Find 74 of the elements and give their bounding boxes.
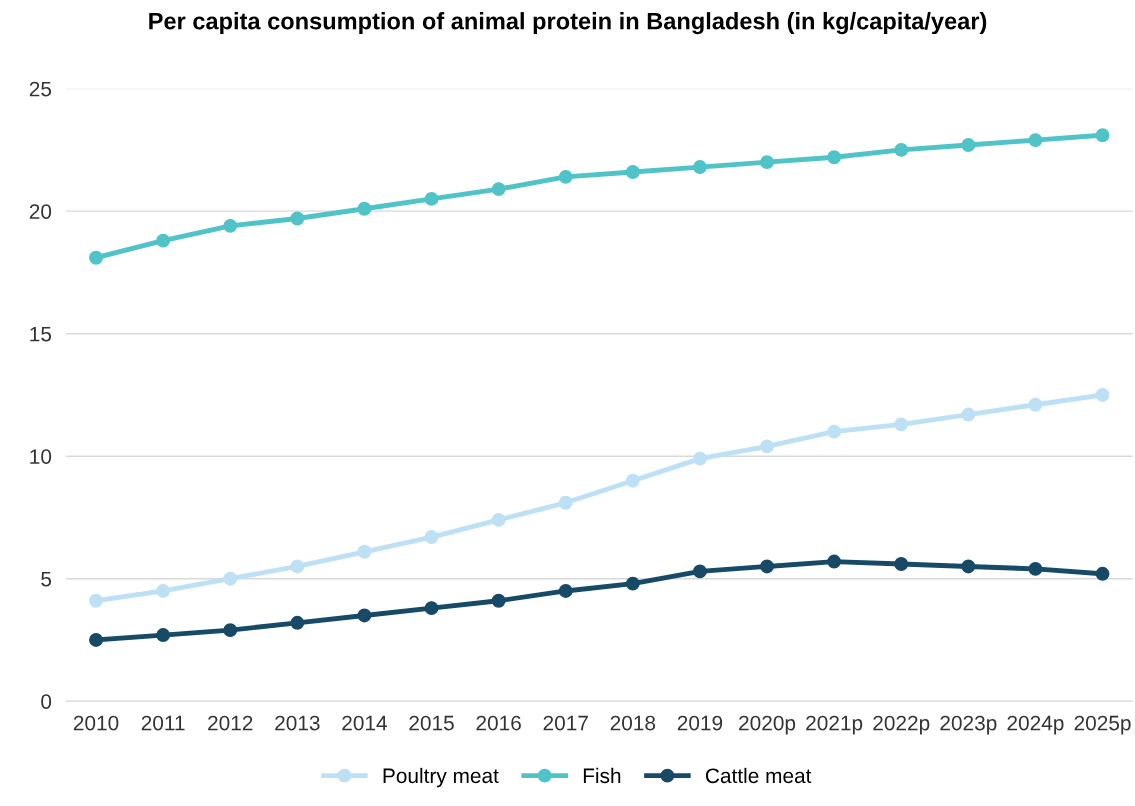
point bbox=[357, 544, 372, 559]
point bbox=[290, 615, 305, 630]
point bbox=[827, 424, 842, 439]
y-tick-label: 0 bbox=[41, 694, 52, 709]
point bbox=[1095, 566, 1110, 581]
point bbox=[961, 559, 976, 574]
point bbox=[894, 557, 909, 571]
point bbox=[89, 633, 103, 647]
legend-label: Poultry meat bbox=[383, 767, 499, 788]
point bbox=[692, 564, 707, 579]
x-tick-label: 2015 bbox=[409, 715, 454, 731]
point bbox=[558, 169, 573, 184]
point bbox=[424, 601, 439, 616]
point bbox=[827, 150, 842, 165]
point bbox=[491, 182, 506, 197]
point bbox=[156, 628, 171, 643]
legend-label: Fish bbox=[583, 767, 621, 784]
point bbox=[223, 571, 238, 586]
point bbox=[625, 576, 640, 591]
x-tick-label: 2021p bbox=[806, 715, 863, 735]
chart-title: Per capita consumption of animal protein in Bangladesh (in kg/capita/year) bbox=[149, 12, 987, 35]
x-tick-label: 2025p bbox=[1074, 715, 1131, 735]
y-tick-label: 20 bbox=[29, 204, 52, 219]
point bbox=[894, 417, 909, 432]
point bbox=[357, 201, 372, 216]
x-tick-label: 2011 bbox=[141, 715, 185, 731]
y-tick-label: 5 bbox=[41, 571, 52, 587]
y-tick-label: 25 bbox=[29, 81, 52, 97]
point bbox=[1095, 128, 1110, 143]
point bbox=[1028, 397, 1043, 412]
point bbox=[827, 554, 842, 569]
point bbox=[424, 191, 439, 206]
point bbox=[290, 559, 305, 574]
x-tick-label: 2016 bbox=[476, 715, 521, 731]
x-tick-label: 2017 bbox=[543, 715, 588, 731]
point bbox=[491, 593, 506, 608]
point bbox=[961, 138, 976, 152]
x-tick-label: 2018 bbox=[610, 715, 656, 731]
x-tick-label: 2014 bbox=[342, 715, 387, 731]
point bbox=[156, 233, 171, 248]
point bbox=[558, 584, 573, 598]
point bbox=[1095, 387, 1110, 402]
y-tick-label: 15 bbox=[30, 326, 52, 342]
point bbox=[1028, 133, 1043, 148]
point bbox=[961, 407, 976, 422]
point bbox=[156, 584, 171, 598]
point bbox=[625, 165, 640, 179]
point bbox=[424, 530, 439, 544]
point bbox=[760, 439, 774, 454]
x-tick-label: 2020p bbox=[739, 715, 796, 735]
point bbox=[894, 142, 909, 157]
x-tick-label: 2023p bbox=[940, 715, 997, 735]
point bbox=[89, 250, 103, 265]
point bbox=[625, 473, 640, 488]
x-tick-label: 2012 bbox=[208, 715, 253, 731]
point bbox=[1028, 561, 1043, 576]
point bbox=[290, 211, 305, 226]
point bbox=[357, 608, 372, 623]
point bbox=[89, 593, 103, 608]
x-tick-label: 2022p bbox=[873, 715, 930, 735]
x-tick-label: 2019 bbox=[677, 715, 723, 731]
y-tick-label: 10 bbox=[30, 449, 52, 464]
x-tick-label: 2010 bbox=[73, 715, 119, 731]
x-tick-label: 2013 bbox=[275, 715, 320, 731]
point bbox=[692, 451, 707, 466]
point bbox=[558, 495, 573, 510]
point bbox=[223, 218, 238, 233]
point bbox=[692, 160, 707, 175]
legend-label: Cattle meat bbox=[705, 767, 812, 784]
point bbox=[491, 512, 506, 527]
x-tick-label: 2024p bbox=[1007, 715, 1064, 735]
point bbox=[223, 623, 238, 638]
point bbox=[760, 155, 774, 170]
point bbox=[760, 559, 774, 574]
